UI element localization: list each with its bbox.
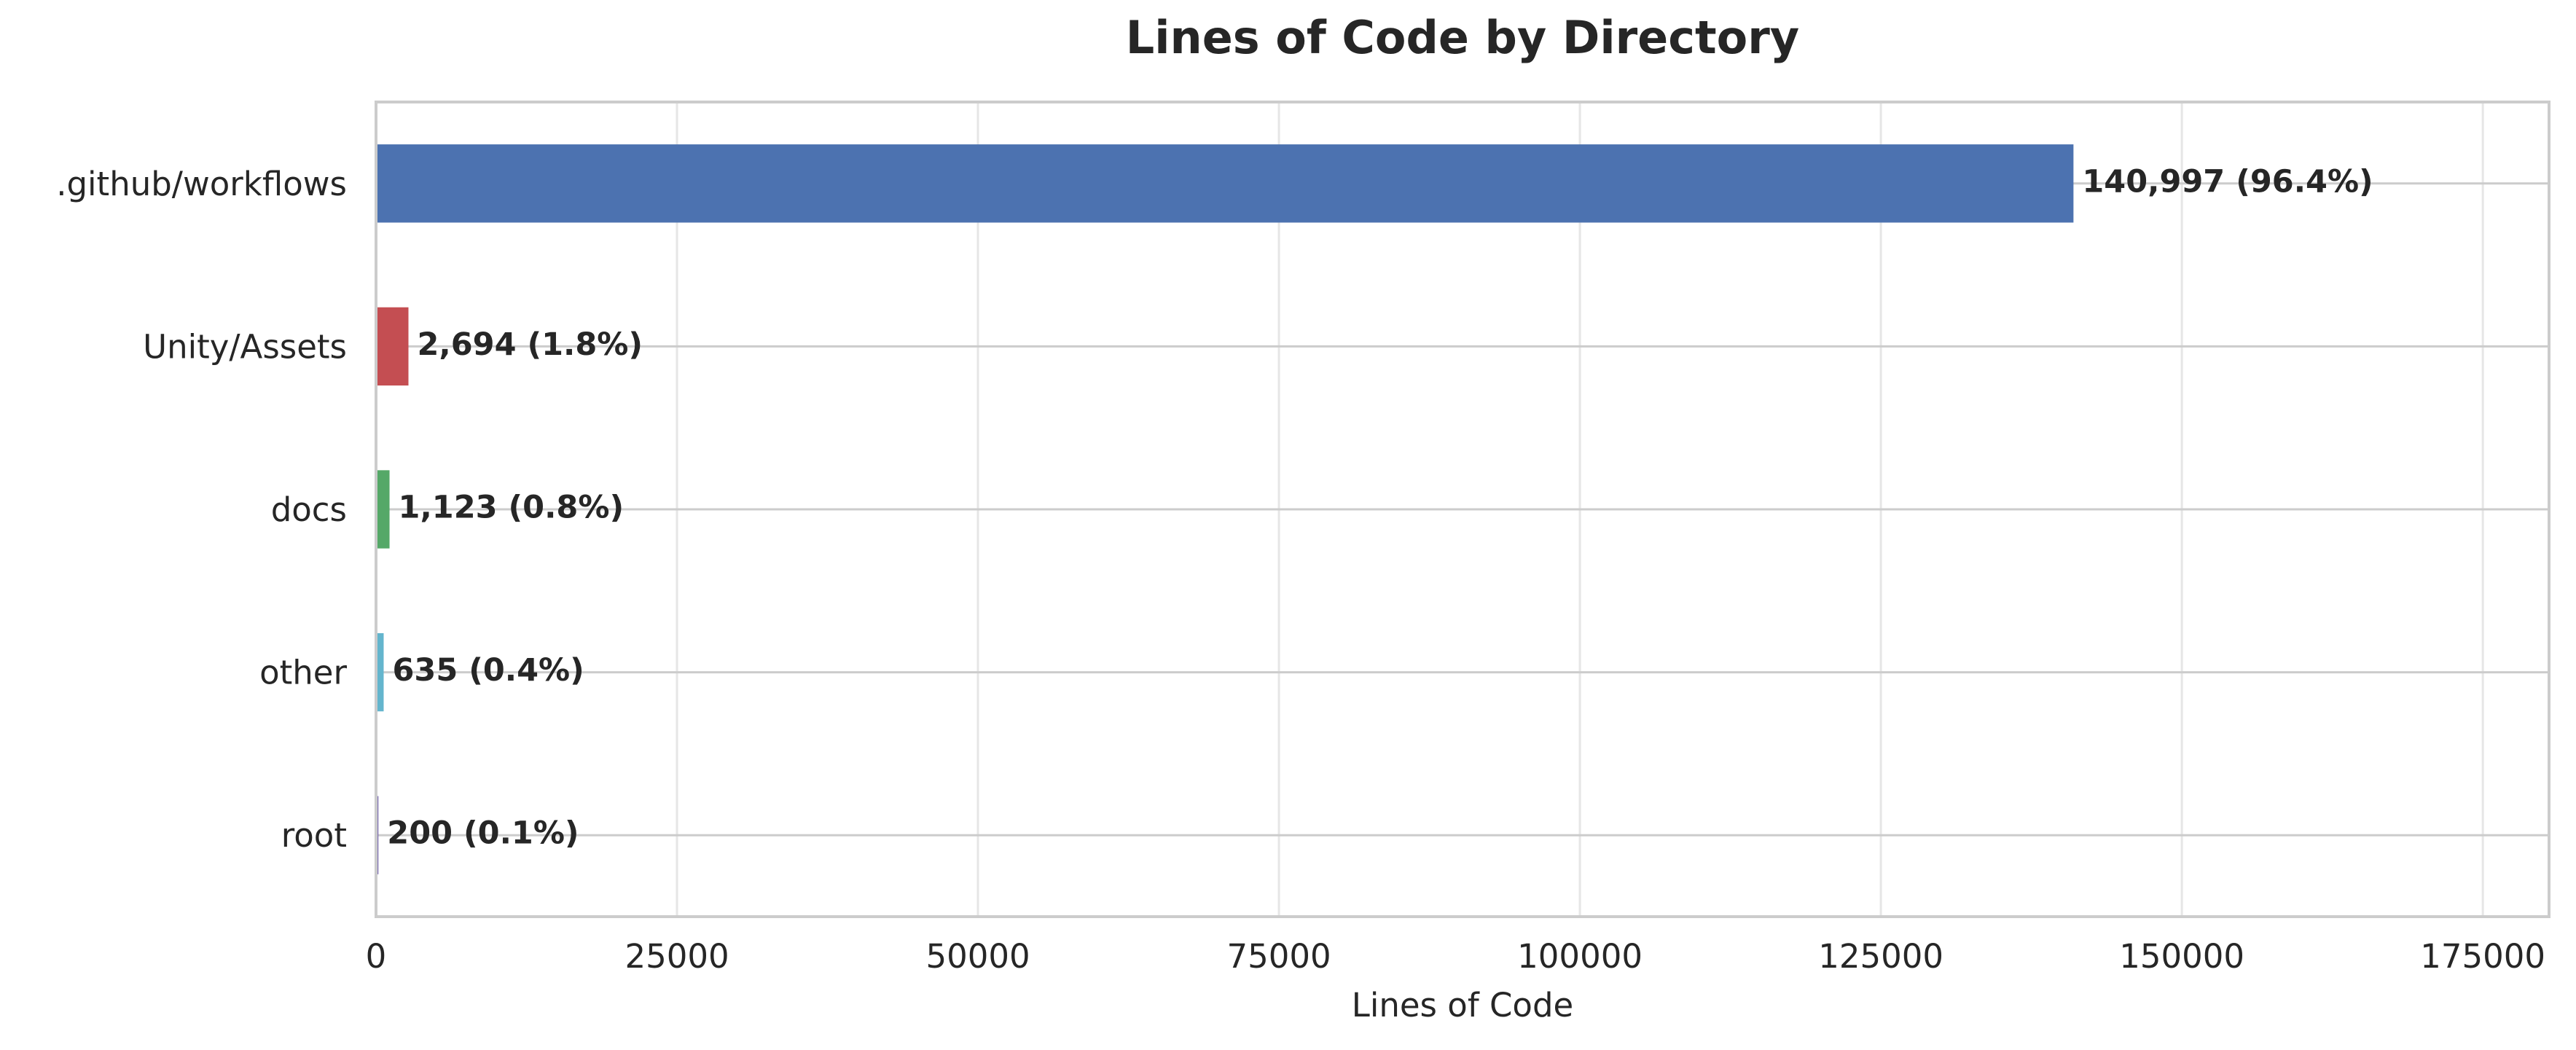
plot-frame bbox=[375, 101, 2550, 918]
x-tick-label: 75000 bbox=[1226, 937, 1331, 976]
value-label: 2,694 (1.8%) bbox=[418, 326, 643, 363]
y-tick-label: .github/workflows bbox=[56, 165, 347, 203]
y-tick-label: Unity/Assets bbox=[143, 327, 347, 366]
y-tick-label: docs bbox=[271, 490, 347, 529]
x-tick-label: 100000 bbox=[1517, 937, 1643, 976]
bar bbox=[376, 307, 409, 386]
bar bbox=[376, 470, 390, 549]
y-tick-label: root bbox=[281, 816, 347, 855]
x-axis-label: Lines of Code bbox=[1352, 986, 1573, 1024]
value-label: 635 (0.4%) bbox=[392, 652, 584, 689]
x-tick-label: 25000 bbox=[625, 937, 729, 976]
chart-title: Lines of Code by Directory bbox=[1126, 11, 1799, 64]
y-tick-label: other bbox=[259, 654, 347, 692]
value-label: 140,997 (96.4%) bbox=[2082, 163, 2373, 200]
bar bbox=[376, 144, 2074, 223]
value-label: 1,123 (0.8%) bbox=[399, 490, 625, 526]
x-tick-label: 50000 bbox=[925, 937, 1030, 976]
bar bbox=[376, 632, 384, 712]
x-tick-label: 125000 bbox=[1818, 937, 1943, 976]
x-tick-label: 175000 bbox=[2420, 937, 2545, 976]
x-tick-label: 150000 bbox=[2119, 937, 2244, 976]
value-label: 200 (0.1%) bbox=[387, 815, 579, 852]
x-tick-label: 0 bbox=[366, 937, 387, 976]
